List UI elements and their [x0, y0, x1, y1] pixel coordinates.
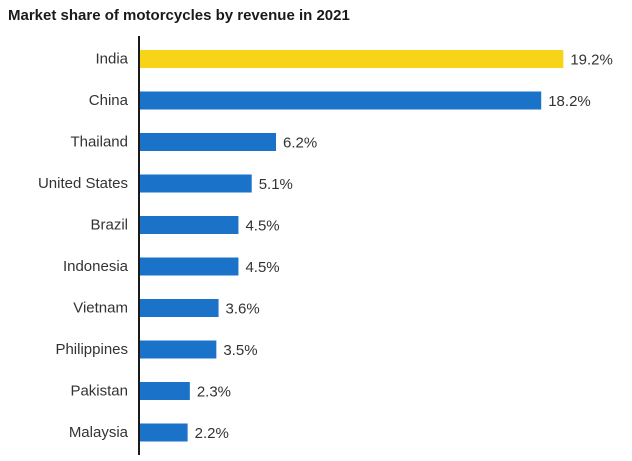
category-label: United States	[38, 175, 128, 192]
value-label: 4.5%	[245, 259, 279, 276]
bar-indonesia	[139, 257, 239, 276]
bar-pakistan	[139, 382, 190, 400]
bar-india	[139, 50, 564, 68]
bar-thailand	[139, 133, 277, 151]
bar-philippines	[139, 340, 217, 359]
value-label: 4.5%	[245, 218, 279, 235]
bar-united-states	[139, 174, 252, 193]
category-label: Malaysia	[69, 424, 129, 441]
value-label-group: 19.2% 18.2% 6.2% 5.1% 4.5% 4.5% 3.6% 3.5% 2.3% 2.…	[195, 52, 613, 443]
bar-vietnam	[139, 299, 219, 317]
category-label: Brazil	[90, 217, 128, 234]
category-label: Thailand	[70, 134, 128, 151]
value-label: 3.6%	[226, 301, 260, 318]
bar-brazil	[139, 216, 239, 234]
category-label: Pakistan	[70, 383, 128, 400]
category-label: China	[89, 92, 129, 109]
value-label: 2.2%	[195, 425, 229, 442]
bar-china	[139, 91, 542, 110]
category-label: India	[95, 51, 128, 68]
value-label: 3.5%	[223, 342, 257, 359]
value-label: 6.2%	[283, 135, 317, 152]
value-label: 5.1%	[259, 176, 293, 193]
category-label: Indonesia	[63, 258, 129, 275]
value-label: 2.3%	[197, 384, 231, 401]
category-label: Philippines	[55, 341, 128, 358]
value-label: 19.2%	[570, 52, 613, 69]
category-label-group: India China Thailand United States Brazil Ind…	[38, 51, 129, 442]
bar-malaysia	[139, 423, 188, 442]
value-label: 18.2%	[548, 93, 591, 110]
chart-title: Market share of motorcycles by revenue i…	[8, 7, 350, 24]
bar-group	[139, 50, 564, 442]
category-label: Vietnam	[73, 300, 128, 317]
